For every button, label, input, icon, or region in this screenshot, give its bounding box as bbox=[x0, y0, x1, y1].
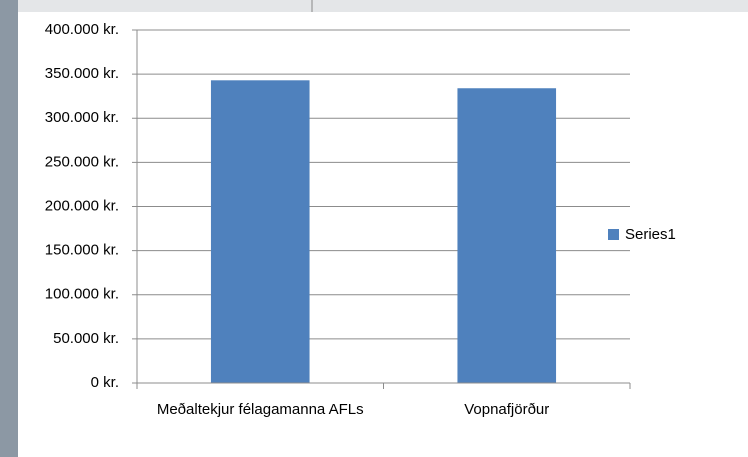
y-tick-label: 250.000 kr. bbox=[45, 153, 119, 170]
left-strip bbox=[0, 0, 18, 457]
legend-swatch bbox=[608, 229, 619, 240]
bar bbox=[457, 88, 557, 384]
y-tick-label: 50.000 kr. bbox=[53, 330, 119, 347]
y-tick-label: 100.000 kr. bbox=[45, 286, 119, 303]
bar bbox=[210, 80, 310, 384]
y-tick-label: 0 kr. bbox=[91, 374, 119, 391]
x-tick-label: Vopnafjörður bbox=[464, 401, 550, 418]
y-tick-label: 150.000 kr. bbox=[45, 242, 119, 259]
y-tick-label: 200.000 kr. bbox=[45, 197, 119, 214]
x-tick-label: Meðaltekjur félagamanna AFLs bbox=[156, 401, 364, 418]
y-tick-label: 350.000 kr. bbox=[45, 65, 119, 82]
legend-label: Series1 bbox=[625, 226, 676, 243]
y-tick-label: 400.000 kr. bbox=[45, 21, 119, 38]
y-tick-label: 300.000 kr. bbox=[45, 109, 119, 126]
top-strip bbox=[0, 0, 748, 12]
